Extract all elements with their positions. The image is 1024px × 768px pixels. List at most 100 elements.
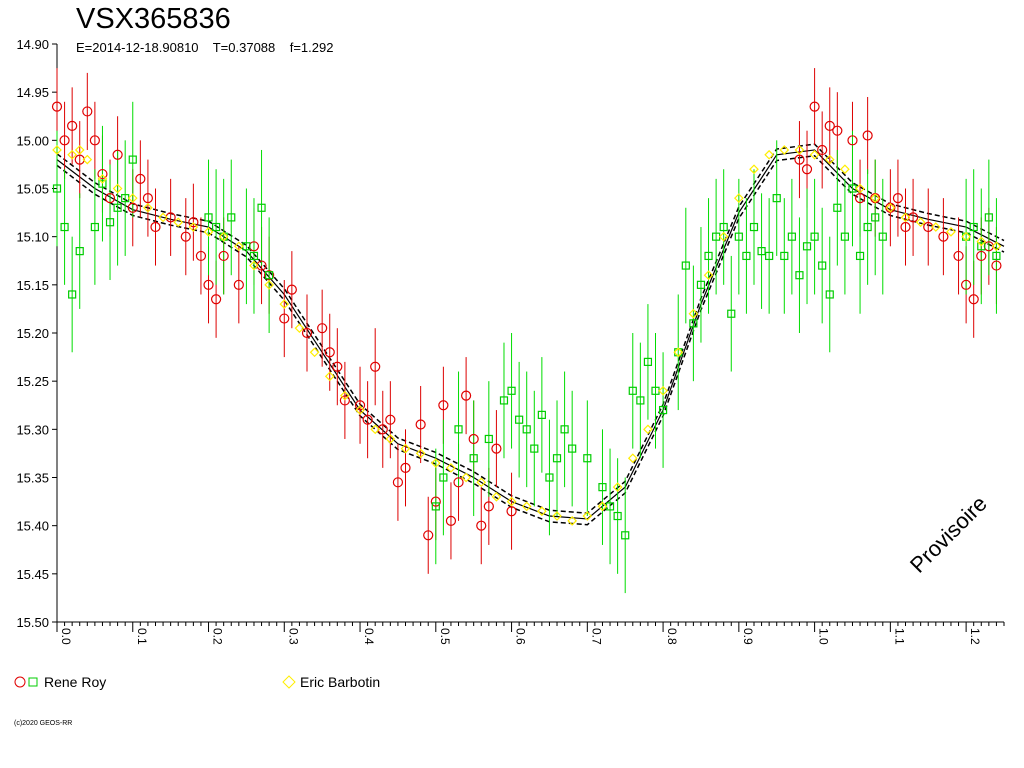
data-point-diamond bbox=[203, 227, 214, 237]
legend-label-rene-roy: Rene Roy bbox=[44, 674, 107, 690]
data-point-circle bbox=[794, 154, 805, 165]
data-point-square bbox=[825, 290, 834, 299]
data-point-square bbox=[568, 444, 577, 453]
data-point-circle bbox=[112, 149, 123, 160]
data-point-circle bbox=[907, 212, 919, 223]
data-point-diamond bbox=[324, 371, 335, 382]
data-point-circle bbox=[824, 120, 835, 131]
x-tick-label: 0.0 bbox=[59, 628, 73, 645]
y-tick-label: 15.10 bbox=[16, 230, 49, 245]
data-point-diamond bbox=[794, 145, 805, 155]
data-point-square bbox=[68, 290, 77, 299]
data-point-square bbox=[507, 386, 516, 395]
data-point-circle bbox=[438, 400, 449, 411]
data-point-square bbox=[204, 213, 213, 222]
data-point-diamond bbox=[976, 236, 987, 247]
data-point-diamond bbox=[400, 443, 411, 454]
data-point-square bbox=[522, 425, 531, 434]
data-point-diamond bbox=[991, 241, 1002, 252]
data-point-square bbox=[128, 155, 137, 164]
data-point-circle bbox=[286, 284, 297, 295]
data-point-diamond bbox=[779, 145, 790, 155]
y-tick-label: 15.35 bbox=[16, 471, 49, 486]
data-point-diamond bbox=[506, 496, 517, 507]
data-point-square bbox=[227, 213, 236, 222]
y-tick-label: 15.25 bbox=[16, 374, 49, 389]
y-tick-label: 15.45 bbox=[16, 567, 49, 582]
data-point-circle bbox=[165, 212, 176, 223]
data-point-square bbox=[537, 410, 546, 419]
data-point-diamond bbox=[809, 149, 820, 160]
data-point-circle bbox=[317, 323, 328, 334]
legend-circle-marker bbox=[14, 676, 26, 688]
data-point-circle bbox=[968, 294, 979, 305]
data-point-square bbox=[772, 194, 781, 203]
data-point-square bbox=[749, 222, 759, 232]
data-point-square bbox=[469, 454, 478, 463]
data-point-square bbox=[257, 203, 266, 212]
data-point-diamond bbox=[597, 501, 608, 512]
data-point-circle bbox=[74, 154, 85, 165]
data-point-diamond bbox=[385, 434, 396, 444]
data-point-diamond bbox=[218, 231, 229, 242]
data-point-diamond bbox=[52, 145, 62, 155]
x-tick-label: 1.0 bbox=[817, 628, 831, 645]
data-point-diamond bbox=[582, 511, 593, 521]
data-point-circle bbox=[961, 279, 972, 290]
data-point-square bbox=[757, 247, 766, 256]
data-point-diamond bbox=[370, 424, 381, 435]
data-point-diamond bbox=[340, 390, 350, 401]
legend-diamond-marker bbox=[282, 675, 296, 689]
fit-band-upper bbox=[56, 143, 1005, 514]
data-point-circle bbox=[461, 390, 472, 401]
data-point-circle bbox=[362, 414, 373, 425]
data-point-diamond bbox=[476, 477, 487, 488]
data-point-square bbox=[265, 271, 274, 280]
data-point-circle bbox=[832, 125, 843, 136]
data-point-diamond bbox=[930, 222, 941, 232]
data-point-square bbox=[583, 454, 592, 463]
data-point-diamond bbox=[355, 405, 365, 415]
data-point-circle bbox=[256, 260, 267, 271]
data-point-square bbox=[780, 251, 789, 261]
data-point-circle bbox=[218, 250, 229, 262]
legend-label-eric-barbotin: Eric Barbotin bbox=[300, 674, 381, 690]
data-point-diamond bbox=[703, 270, 714, 281]
data-point-circle bbox=[453, 477, 464, 488]
data-point-square bbox=[552, 454, 562, 463]
data-point-square bbox=[636, 396, 645, 405]
data-point-square bbox=[499, 396, 509, 405]
data-point-square bbox=[765, 251, 774, 261]
data-point-circle bbox=[953, 250, 964, 262]
data-point-square bbox=[431, 502, 440, 511]
data-point-diamond bbox=[855, 183, 865, 194]
data-point-circle bbox=[430, 496, 441, 507]
data-point-circle bbox=[468, 433, 479, 445]
data-point-square bbox=[75, 247, 84, 256]
data-point-square bbox=[545, 473, 554, 482]
y-tick-label: 15.00 bbox=[16, 133, 49, 148]
data-point-square bbox=[484, 434, 493, 444]
data-point-square bbox=[795, 271, 804, 280]
data-point-square bbox=[855, 251, 865, 261]
data-point-square bbox=[871, 213, 880, 222]
data-point-diamond bbox=[673, 347, 684, 358]
data-point-diamond bbox=[627, 453, 638, 464]
chart-title: VSX365836 bbox=[76, 3, 231, 35]
data-point-diamond bbox=[643, 424, 653, 435]
data-point-circle bbox=[377, 424, 388, 435]
data-point-diamond bbox=[158, 212, 168, 223]
data-point-diamond bbox=[446, 463, 456, 473]
data-point-square bbox=[52, 184, 62, 193]
x-tick-label: 0.9 bbox=[741, 628, 755, 645]
data-point-diamond bbox=[294, 323, 305, 334]
data-point-circle bbox=[392, 477, 404, 488]
data-point-square bbox=[802, 242, 812, 251]
data-point-diamond bbox=[461, 472, 471, 483]
data-point-square bbox=[863, 222, 872, 232]
data-point-square bbox=[840, 232, 850, 241]
data-point-diamond bbox=[718, 231, 729, 242]
data-point-circle bbox=[301, 327, 313, 339]
data-point-diamond bbox=[946, 227, 956, 237]
data-point-circle bbox=[104, 193, 116, 204]
